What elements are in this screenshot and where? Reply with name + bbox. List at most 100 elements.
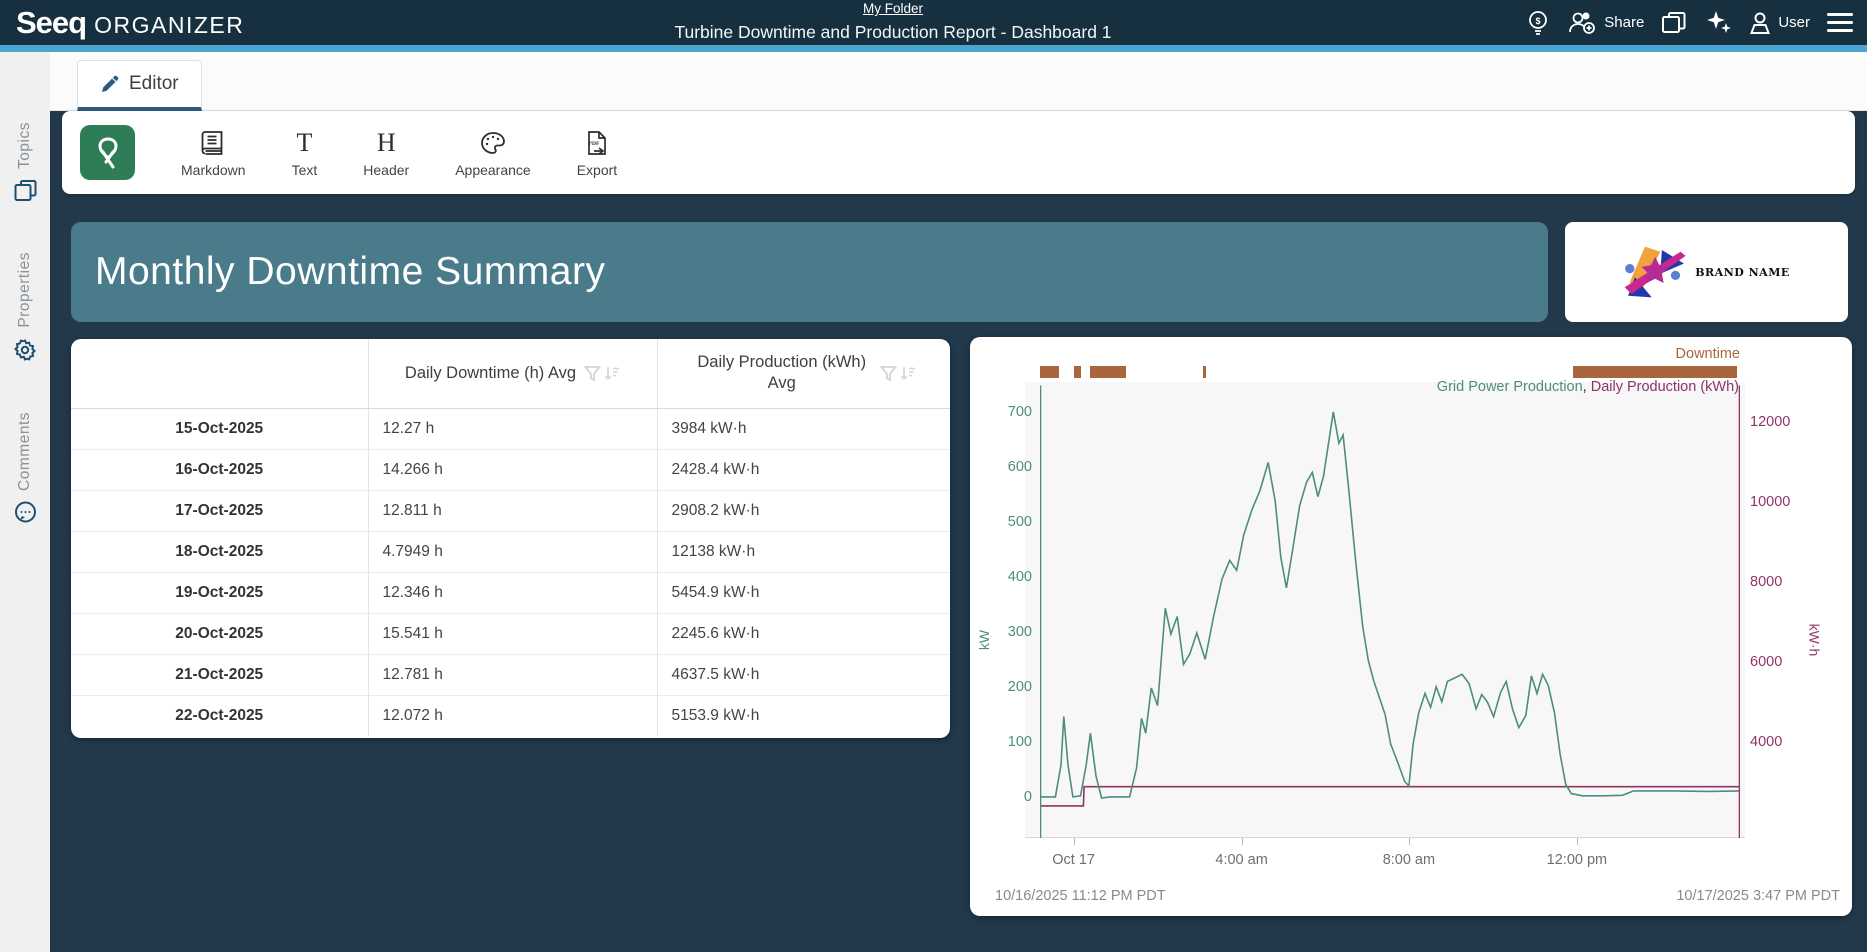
- legend-daily-production[interactable]: Daily Production (kWh): [1590, 379, 1739, 395]
- pencil-icon: [102, 75, 119, 92]
- toolbar-markdown-button[interactable]: Markdown: [181, 128, 246, 178]
- legend-grid-power[interactable]: Grid Power Production: [1436, 379, 1583, 395]
- date-column-header: [71, 339, 368, 409]
- hamburger-menu-icon[interactable]: [1827, 13, 1853, 32]
- table-row: 16-Oct-2025 14.266 h 2428.4 kW·h: [71, 448, 950, 490]
- seeq-content-button[interactable]: [80, 125, 135, 180]
- table-row: 20-Oct-2025 15.541 h 2245.6 kW·h: [71, 612, 950, 654]
- left-axis-tick: 300: [1007, 624, 1032, 640]
- share-button[interactable]: Share: [1567, 11, 1644, 35]
- downtime-column-header: Daily Downtime (h) Avg: [367, 339, 657, 409]
- table-value-cell: 2908.2 kW·h: [656, 489, 950, 531]
- trend-plot[interactable]: [1040, 385, 1740, 838]
- comment-bubble-icon: [14, 501, 36, 523]
- gear-icon: [14, 338, 36, 361]
- x-axis-tickmark: [1576, 838, 1578, 845]
- table-date-cell: 22-Oct-2025: [71, 694, 368, 736]
- right-axis-tick: 4000: [1750, 734, 1783, 750]
- filter-icon[interactable]: [584, 365, 602, 382]
- table-row: 22-Oct-2025 12.072 h 5153.9 kW·h: [71, 694, 950, 736]
- x-axis-tick: 4:00 am: [1215, 852, 1268, 868]
- table-value-cell: 4637.5 kW·h: [656, 653, 950, 695]
- toolbar-appearance-label: Appearance: [455, 161, 531, 178]
- trend-chart-card[interactable]: Downtime Grid Power Production, Daily Pr…: [970, 337, 1852, 916]
- properties-label: Properties: [16, 252, 33, 328]
- tab-editor-label: Editor: [129, 73, 179, 94]
- left-axis-tick: 700: [1007, 404, 1032, 420]
- table-value-cell: 12.346 h: [367, 571, 657, 613]
- toolbar-markdown-label: Markdown: [181, 161, 246, 178]
- table-value-cell: 5454.9 kW·h: [656, 571, 950, 613]
- toolbar-appearance-button[interactable]: Appearance: [455, 128, 531, 178]
- right-axis-tick: 8000: [1750, 574, 1783, 590]
- left-axis-tick: 0: [1023, 789, 1032, 805]
- tab-editor[interactable]: Editor: [77, 60, 202, 111]
- accent-stripe: [0, 45, 1867, 52]
- legend-downtime[interactable]: Downtime: [1675, 346, 1740, 362]
- copy-worksheet-icon[interactable]: [1661, 11, 1687, 35]
- brand-name: BRAND NAME: [1695, 265, 1790, 279]
- section-header-banner: Monthly Downtime Summary: [71, 222, 1548, 322]
- table-value-cell: 5153.9 kW·h: [656, 694, 950, 736]
- range-end-timestamp: 10/17/2025 3:47 PM PDT: [1676, 888, 1840, 904]
- document-title: Turbine Downtime and Production Report -…: [674, 22, 1112, 42]
- downtime-table: Daily Downtime (h) Avg Daily Production …: [71, 339, 950, 736]
- editor-toolbar: Markdown T Text H Header Appearance PDF: [62, 111, 1855, 194]
- table-value-cell: 12.811 h: [367, 489, 657, 531]
- toolbar-header-button[interactable]: H Header: [363, 128, 409, 178]
- table-date-cell: 15-Oct-2025: [71, 407, 368, 449]
- sidebar-item-topics[interactable]: Topics: [0, 122, 50, 202]
- left-axis-tick: 100: [1007, 734, 1032, 750]
- x-axis-tickmark: [1241, 838, 1243, 845]
- user-menu[interactable]: User: [1749, 11, 1810, 35]
- value-idea-icon[interactable]: $: [1526, 10, 1550, 36]
- tab-strip: Editor: [50, 52, 1867, 111]
- filter-icon[interactable]: [879, 365, 897, 382]
- left-axis-tick: 200: [1007, 679, 1032, 695]
- downtime-capsule[interactable]: [1090, 366, 1127, 378]
- downtime-capsule[interactable]: [1573, 366, 1738, 378]
- text-icon: T: [296, 127, 313, 157]
- ai-sparkles-icon[interactable]: [1704, 10, 1732, 36]
- toolbar-export-button[interactable]: PDF Export: [577, 128, 617, 178]
- table-row: 15-Oct-2025 12.27 h 3984 kW·h: [71, 407, 950, 449]
- table-value-cell: 12.27 h: [367, 407, 657, 449]
- table-value-cell: 4.7949 h: [367, 530, 657, 572]
- downtime-capsule[interactable]: [1203, 366, 1206, 378]
- markdown-book-icon: [201, 128, 225, 158]
- sidebar-item-comments[interactable]: Comments: [0, 412, 50, 524]
- downtime-capsule[interactable]: [1040, 366, 1059, 378]
- sort-icon[interactable]: [899, 365, 916, 382]
- left-axis-tick: 400: [1007, 569, 1032, 585]
- downtime-capsule[interactable]: [1074, 366, 1081, 378]
- legend-series[interactable]: Grid Power Production, Daily Production …: [1436, 379, 1739, 395]
- table-row: 19-Oct-2025 12.346 h 5454.9 kW·h: [71, 571, 950, 613]
- breadcrumb-folder-link[interactable]: My Folder: [862, 1, 924, 16]
- x-axis-tick: 12:00 pm: [1546, 852, 1608, 868]
- svg-text:$: $: [1536, 16, 1541, 26]
- table-date-cell: 19-Oct-2025: [71, 571, 368, 613]
- table-date-cell: 21-Oct-2025: [71, 653, 368, 695]
- header-icon: H: [376, 127, 396, 157]
- plot-background: [1025, 382, 1745, 838]
- left-sidebar: Topics Properties Comments: [0, 52, 50, 952]
- table-value-cell: 12.781 h: [367, 653, 657, 695]
- table-value-cell: 15.541 h: [367, 612, 657, 654]
- toolbar-text-button[interactable]: T Text: [292, 128, 318, 178]
- section-title: Monthly Downtime Summary: [95, 250, 606, 293]
- table-header-row: Daily Downtime (h) Avg Daily Production …: [71, 339, 950, 409]
- share-label: Share: [1604, 14, 1645, 31]
- toolbar-header-label: Header: [363, 161, 410, 178]
- sidebar-item-properties[interactable]: Properties: [0, 252, 50, 362]
- x-axis-tick: 8:00 am: [1382, 852, 1436, 868]
- toolbar-export-label: Export: [576, 161, 618, 178]
- table-value-cell: 14.266 h: [367, 448, 657, 490]
- top-bar: Seeq ORGANIZER My Folder Turbine Downtim…: [0, 0, 1867, 45]
- organizer-label: ORGANIZER: [94, 12, 245, 38]
- seeq-logo: Seeq: [16, 5, 87, 40]
- sort-icon[interactable]: [603, 365, 620, 382]
- x-axis-tick: Oct 17: [1052, 852, 1095, 868]
- x-axis-tickmark: [1073, 838, 1075, 845]
- summary-table-card: Daily Downtime (h) Avg Daily Production …: [71, 339, 950, 738]
- production-column-header: Daily Production (kWh) Avg: [656, 339, 950, 409]
